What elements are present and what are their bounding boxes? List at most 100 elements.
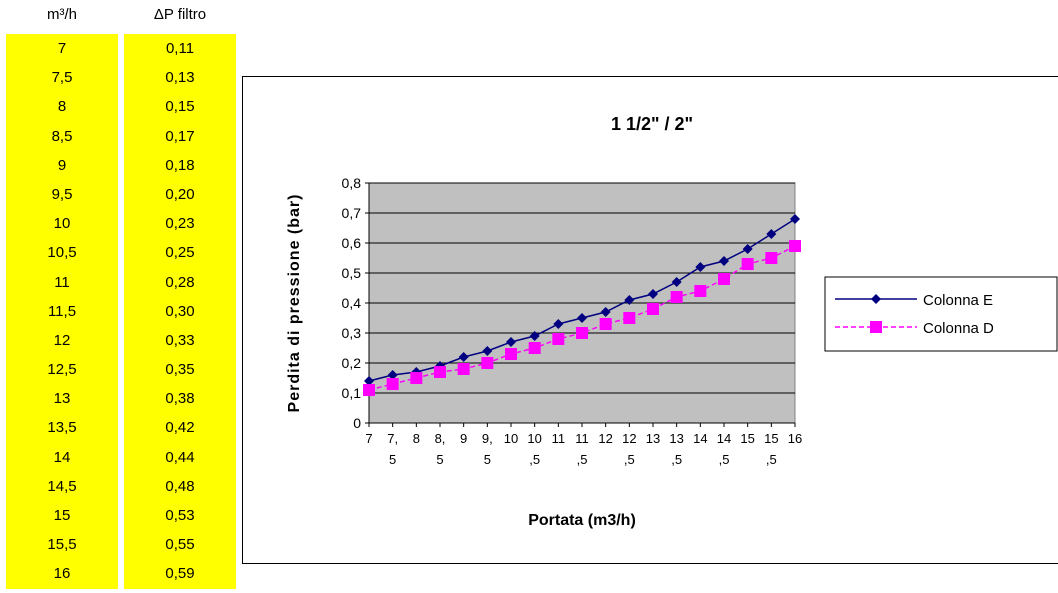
x-tick-label: 10 [504, 431, 518, 446]
flow-cell: 10,5 [47, 244, 77, 262]
data-point [553, 319, 564, 329]
pressure-drop-cell: 0,25 [165, 244, 195, 262]
x-tick-label: 11 [552, 431, 566, 446]
pressure-drop-cell: 0,17 [165, 127, 195, 145]
x-tick-label: 7, [387, 431, 398, 446]
data-point [577, 313, 587, 323]
data-point [363, 384, 375, 396]
header-pressure-drop: ΔP filtro [153, 6, 207, 23]
data-point [624, 295, 635, 305]
flow-cell: 7,5 [51, 69, 73, 87]
x-tick-label: 12 [622, 431, 636, 446]
x-tick-label: ,5 [719, 452, 730, 467]
flow-cell: 9 [57, 156, 67, 174]
flow-cell: 13 [53, 390, 71, 408]
chart-area: 0 0,1 0,2 0,3 0,4 0,5 0,6 0,7 0,8 7 7, 5 8 8, 5 9 9, 5 10 1… [242, 76, 1058, 564]
data-point [457, 363, 470, 375]
flow-cell: 15 [53, 507, 71, 524]
y-tick-label: 0,6 [342, 235, 362, 251]
x-tick-label: 14 [693, 431, 707, 446]
y-tick-label: 0,2 [342, 355, 362, 371]
flow-cell: 16 [53, 565, 71, 583]
data-point [410, 372, 423, 384]
header-flow: m³/h [47, 6, 77, 23]
x-tick-label: 12 [598, 431, 612, 446]
pressure-drop-cell: 0,13 [165, 69, 195, 87]
flow-cell: 12 [53, 331, 71, 349]
pressure-drop-column: 0,11 0,13 0,15 0,17 0,18 0,20 0,23 0,25 0,28 0,30… [124, 34, 236, 589]
pressure-drop-cell: 0,30 [165, 302, 195, 320]
y-tick-label: 0,1 [342, 385, 362, 401]
chart-svg: 0 0,1 0,2 0,3 0,4 0,5 0,6 0,7 0,8 7 7, 5 8 8, 5 9 9, 5 10 1… [286, 114, 1058, 529]
legend-label: Colonna D [923, 320, 994, 337]
data-point [694, 285, 707, 297]
data-point [599, 318, 612, 330]
x-tick-label: 10 [527, 431, 541, 446]
legend-marker [871, 294, 881, 304]
pressure-drop-cell: 0,42 [165, 419, 195, 437]
data-point [387, 370, 398, 380]
x-tick-label: ,5 [766, 452, 777, 467]
x-tick-label: 5 [484, 452, 491, 467]
pressure-drop-cell: 0,20 [165, 185, 195, 203]
x-tick-label: 13 [646, 431, 660, 446]
pressure-drop-cell: 0,35 [165, 361, 195, 379]
pressure-drop-cell: 0,11 [165, 40, 195, 57]
x-tick-label: 8, [435, 431, 446, 446]
flow-cell: 11,5 [47, 302, 77, 320]
x-tick-label: 15 [740, 431, 754, 446]
x-tick-label: ,5 [529, 452, 540, 467]
data-point [789, 240, 801, 252]
y-tick-label: 0,7 [342, 205, 362, 221]
legend-marker [870, 321, 882, 333]
data-point [576, 327, 588, 339]
pressure-drop-cell: 0,44 [165, 448, 195, 466]
data-point [695, 262, 706, 272]
data-point [790, 214, 800, 224]
flow-cell: 10 [53, 215, 71, 233]
x-tick-label: 5 [389, 452, 396, 467]
data-point [364, 376, 374, 386]
x-tick-label: 8 [413, 431, 420, 446]
x-tick-label: 16 [788, 431, 802, 446]
y-tick-label: 0,5 [342, 265, 362, 281]
pressure-drop-cell: 0,55 [165, 536, 195, 554]
data-point [481, 357, 494, 369]
pressure-drop-cell: 0,15 [165, 98, 195, 116]
data-point [719, 256, 729, 266]
data-point [647, 303, 659, 315]
data-point [434, 366, 446, 378]
chart-title: 1 1/2" / 2" [611, 114, 693, 134]
x-tick-label: 9 [460, 431, 467, 446]
y-tick-label: 0,8 [342, 175, 362, 191]
pressure-drop-cell: 0,48 [165, 477, 195, 495]
flow-cell: 9,5 [51, 185, 73, 203]
data-point [386, 378, 399, 390]
flow-cell: 8 [57, 98, 67, 116]
pressure-drop-cell: 0,33 [165, 331, 195, 349]
flow-cell: 11 [54, 273, 70, 291]
data-point [765, 252, 778, 264]
pressure-drop-cell: 0,53 [165, 507, 195, 524]
flow-cell: 14,5 [47, 477, 77, 495]
flow-cell: 7 [57, 40, 67, 57]
x-tick-label: ,5 [624, 452, 635, 467]
flow-cell: 15,5 [47, 536, 77, 554]
flow-cell: 13,5 [47, 419, 77, 437]
data-point [482, 346, 493, 356]
data-point [552, 333, 565, 345]
pressure-drop-cell: 0,18 [165, 156, 195, 174]
x-axis-label: Portata (m3/h) [528, 512, 636, 529]
flow-column: 7 7,5 8 8,5 9 9,5 10 10,5 11 11,5 12 12,5 13 13,5 14 14… [6, 34, 118, 589]
flow-cell: 12,5 [47, 361, 77, 379]
data-point [718, 273, 730, 285]
legend-box [824, 276, 1058, 352]
y-axis-label: Perdita di pressione (bar) [286, 194, 303, 413]
data-point [458, 352, 469, 362]
data-point [671, 277, 682, 287]
x-tick-label: 9, [482, 431, 493, 446]
flow-cell: 14 [53, 448, 71, 466]
x-tick-label: 14 [717, 431, 731, 446]
pressure-drop-cell: 0,59 [165, 565, 195, 583]
data-point [505, 348, 517, 360]
